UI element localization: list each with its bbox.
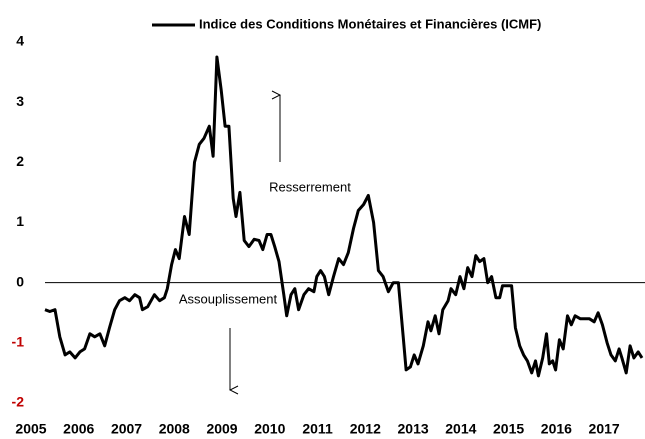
x-tick-label: 2009 (206, 421, 237, 437)
y-tick-label: 2 (16, 153, 24, 169)
y-tick-label: -2 (12, 394, 25, 410)
data-line (44, 55, 644, 378)
x-tick-label: 2016 (541, 421, 572, 437)
legend-label: Indice des Conditions Monétaires et Fina… (199, 16, 541, 31)
x-tick-label: 2011 (302, 421, 333, 437)
x-tick-label: 2012 (350, 421, 381, 437)
x-tick-label: 2008 (159, 421, 190, 437)
x-tick-label: 2015 (493, 421, 524, 437)
x-tick-label: 2006 (63, 421, 94, 437)
y-tick-label: 0 (16, 273, 24, 289)
x-tick-label: 2005 (15, 421, 46, 437)
annotation: Assouplissement (179, 291, 278, 306)
x-tick-label: 2010 (254, 421, 285, 437)
annotation: Resserrement (269, 179, 351, 194)
y-tick-label: 4 (16, 33, 24, 49)
x-tick-label: 2007 (111, 421, 142, 437)
y-tick-label: -1 (12, 334, 25, 350)
x-tick-label: 2017 (589, 421, 620, 437)
y-tick-label: 1 (16, 213, 24, 229)
x-tick-label: 2013 (398, 421, 429, 437)
y-tick-label: 3 (16, 93, 24, 109)
x-tick-label: 2014 (445, 421, 476, 437)
